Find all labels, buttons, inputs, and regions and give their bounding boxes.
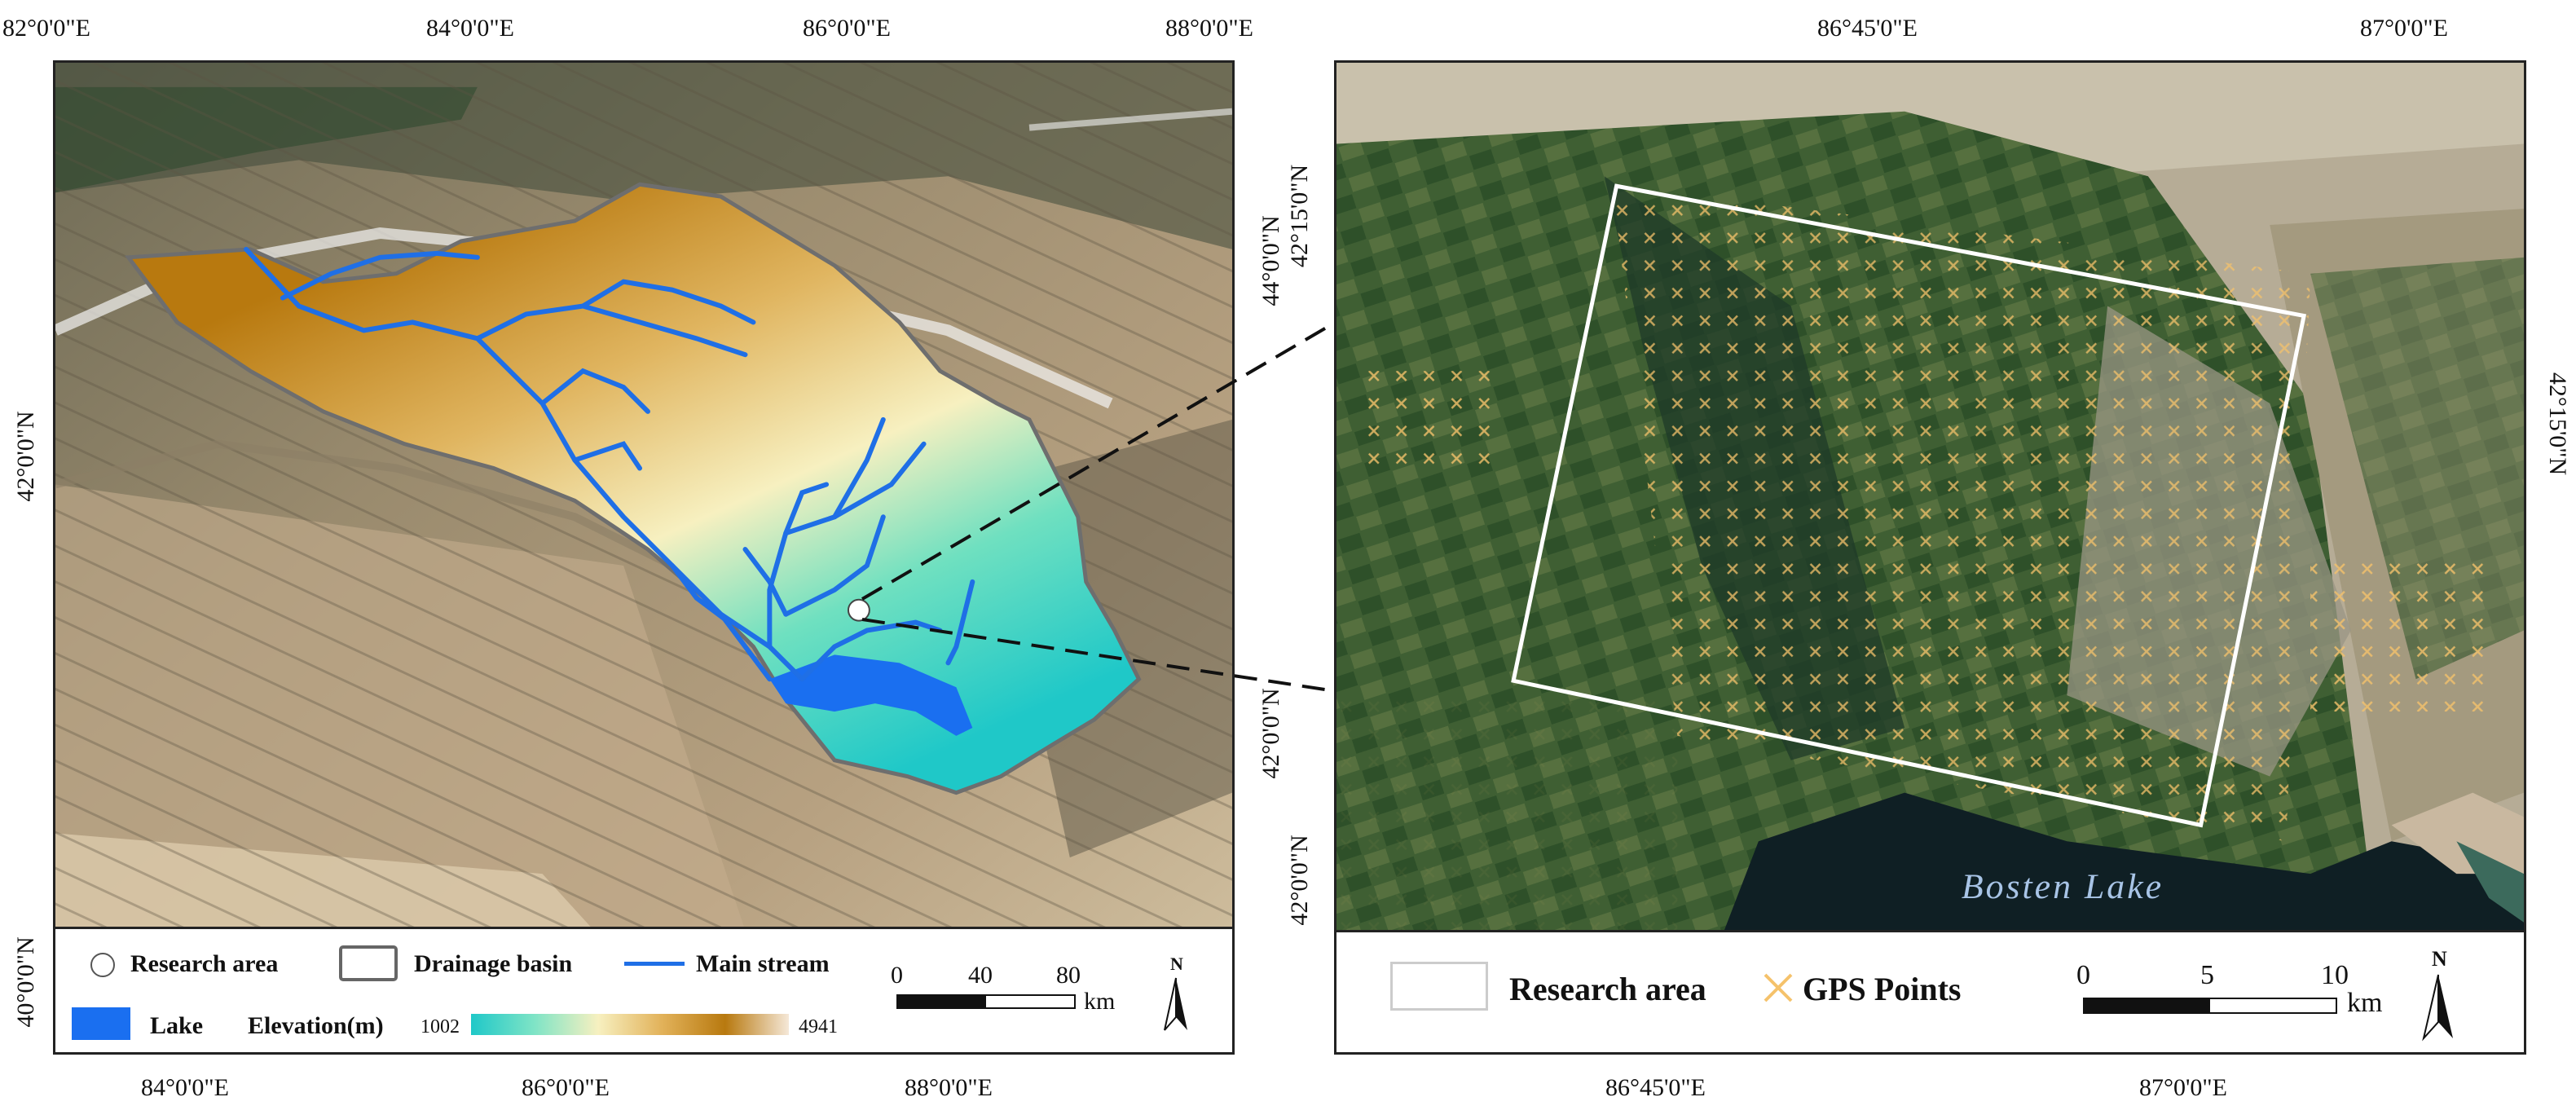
research-area-box (1511, 183, 2307, 828)
left-top-tick-88: 88°0'0"E (1165, 15, 1253, 42)
right-top-tick-87: 87°0'0"E (2360, 15, 2448, 42)
study-area-map: Bosten Lake (1336, 63, 2524, 1052)
legend-lake-label: Lake (150, 1012, 204, 1039)
regional-map-frame: Research area Drainage basin Main stream… (53, 60, 1235, 1055)
right-left-tick-4215: 42°15'0"N (1286, 164, 1313, 268)
legend-elevation-max: 4941 (799, 1016, 838, 1037)
scale-label-0: 0 (891, 962, 903, 989)
right-scale-bar (2083, 998, 2337, 1014)
legend-elevation-min: 1002 (421, 1016, 460, 1037)
right-scale-label-0: 0 (2076, 960, 2090, 990)
lake-legend-symbol (72, 1007, 130, 1040)
scale-label-80: 80 (1056, 962, 1081, 989)
regional-map (55, 63, 1232, 1052)
right-north-arrow-icon (2422, 974, 2453, 1042)
drainage-basin-legend-symbol (339, 945, 398, 981)
legend-main-stream-label: Main stream (696, 950, 830, 977)
scale-unit-km: km (1084, 988, 1116, 1015)
drainage-basin-outline (124, 182, 1142, 795)
bosten-lake-label: Bosten Lake (1962, 867, 2164, 906)
north-arrow-icon (1164, 977, 1187, 1031)
right-bottom-tick-87: 87°0'0"E (2139, 1074, 2227, 1101)
right-right-tick-4215: 42°15'0"N (2544, 372, 2571, 476)
scale-label-40: 40 (968, 962, 993, 989)
research-area-legend-symbol (1390, 962, 1488, 1011)
legend-research-area-label: Research area (130, 950, 279, 977)
legend-gps-points-label: GPS Points (1803, 971, 1962, 1007)
legend-drainage-basin-label: Drainage basin (414, 950, 573, 977)
research-area-legend-symbol (90, 953, 115, 977)
right-bottom-tick-8645: 86°45'0"E (1605, 1074, 1706, 1101)
right-legend-panel: Research area GPS Points 0 5 10 km N (1336, 930, 2524, 1052)
left-bottom-tick-86: 86°0'0"E (522, 1074, 610, 1101)
gps-point-legend-icon (1764, 973, 1793, 1002)
right-north-label: N (2432, 947, 2447, 971)
legend-elevation-label: Elevation(m) (248, 1012, 384, 1039)
right-scale-label-10: 10 (2321, 960, 2349, 990)
elevation-colorbar (471, 1014, 789, 1035)
scale-bar (896, 994, 1076, 1009)
left-bottom-tick-84: 84°0'0"E (141, 1074, 229, 1101)
north-label: N (1170, 954, 1183, 974)
right-scale-label-5: 5 (2200, 960, 2214, 990)
research-area-marker (847, 598, 870, 622)
main-stream-legend-symbol (624, 962, 685, 966)
left-bottom-tick-88: 88°0'0"E (905, 1074, 993, 1101)
left-top-tick-84: 84°0'0"E (426, 15, 514, 42)
right-top-tick-8645: 86°45'0"E (1817, 15, 1918, 42)
legend-research-area-label: Research area (1509, 971, 1706, 1007)
main-stream-network (244, 246, 975, 682)
left-top-tick-82: 82°0'0"E (2, 15, 90, 42)
lake-shape (769, 654, 973, 736)
left-top-tick-86: 86°0'0"E (803, 15, 891, 42)
right-scale-unit-km: km (2347, 988, 2383, 1018)
left-legend-panel: Research area Drainage basin Main stream… (55, 927, 1232, 1052)
right-left-tick-4200: 42°0'0"N (1286, 835, 1313, 926)
study-area-map-frame: Bosten Lake Research area GPS Points 0 5… (1334, 60, 2526, 1055)
